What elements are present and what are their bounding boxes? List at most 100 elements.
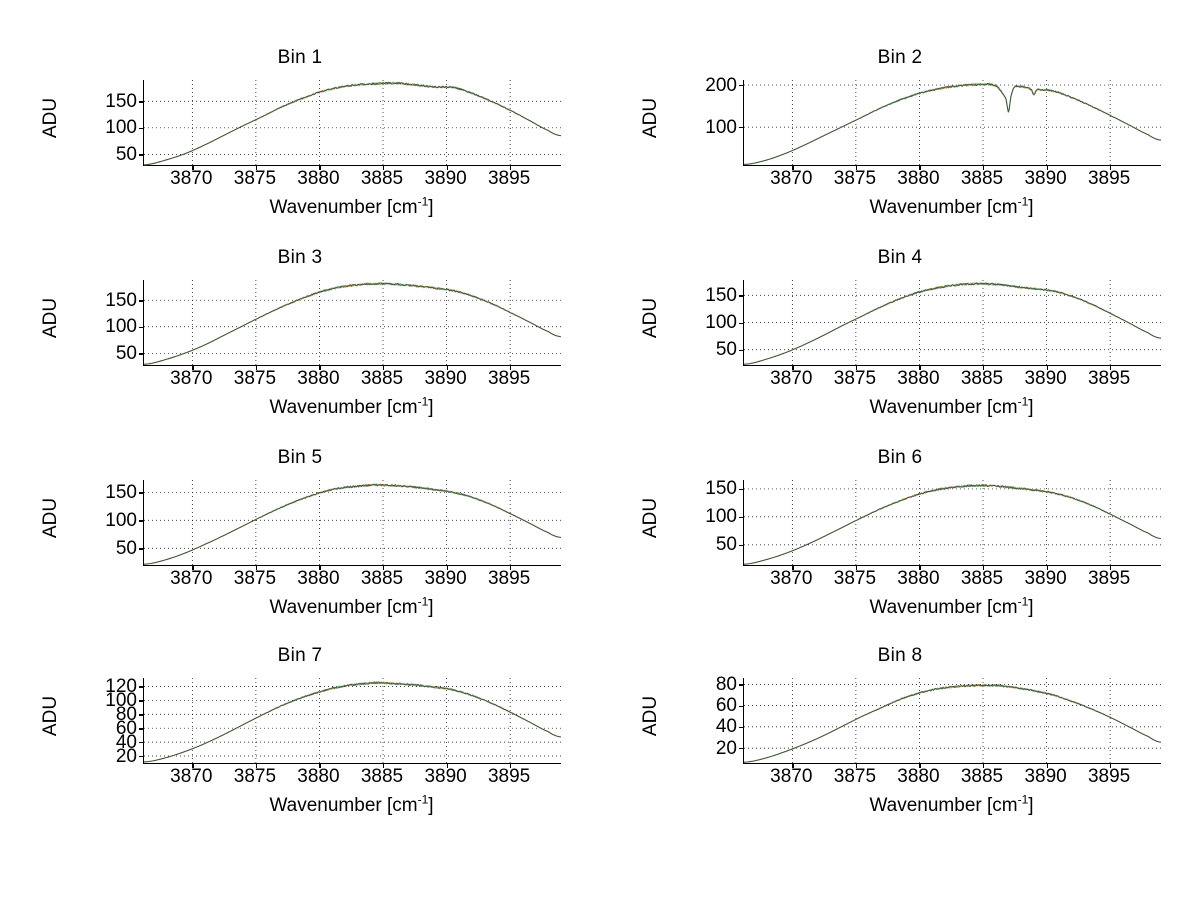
x-axis-label-bracket: ] (428, 597, 434, 618)
y-axis-label: ADU (40, 497, 61, 539)
spectrum-trace (143, 483, 562, 565)
x-axis-label-text: Wavenumber [cm (869, 597, 1018, 618)
x-axis-label-exponent: -1 (1017, 792, 1029, 807)
x-tick-mark (192, 763, 194, 768)
plot-axes (139, 678, 562, 768)
x-axis-label-exponent: -1 (417, 792, 429, 807)
spectrum-trace (743, 683, 1162, 763)
x-tick-label: 3890 (1024, 168, 1067, 189)
x-axis-label-exponent: -1 (417, 594, 429, 609)
spectrum-trace (143, 681, 562, 763)
x-axis-label-bracket: ] (428, 197, 434, 218)
panel-title: Bin 7 (277, 645, 323, 666)
y-tick-labels: 50 100 150 (80, 280, 140, 365)
plot-axes (139, 280, 562, 370)
x-tick-label: 3870 (170, 368, 213, 389)
x-tick-label: 3895 (1087, 766, 1131, 787)
x-axis-label: Wavenumber [cm-1] (143, 396, 560, 419)
y-axis-label: ADU (40, 695, 61, 737)
x-tick-mark (510, 365, 512, 370)
y-tick-mark (139, 548, 144, 550)
y-tick-mark (739, 127, 744, 129)
x-tick-labels: 3870 3875 3880 3885 3890 3895 (143, 569, 560, 593)
spectrum-trace (743, 484, 1162, 565)
x-tick-mark (1046, 763, 1048, 768)
y-axis-label: ADU (640, 297, 661, 339)
y-tick-mark (739, 322, 744, 324)
y-tick-label: 100 (105, 117, 137, 139)
y-tick-label: 150 (105, 289, 137, 311)
x-tick-label: 3890 (424, 168, 467, 189)
panel-title: Bin 8 (877, 645, 923, 666)
x-tick-label: 3870 (170, 568, 213, 589)
x-axis-label: Wavenumber [cm-1] (143, 594, 560, 619)
x-tick-label: 3890 (424, 568, 467, 589)
x-tick-mark (792, 165, 794, 170)
spectrum-trace (143, 282, 562, 365)
y-tick-label: 60 (715, 695, 737, 717)
x-axis-label-bracket: ] (1028, 397, 1034, 418)
x-tick-label: 3880 (897, 568, 940, 589)
x-axis-label-text: Wavenumber [cm (269, 197, 418, 218)
x-tick-mark (192, 565, 194, 570)
plot-axes (739, 80, 1162, 170)
x-tick-label: 3885 (960, 168, 1004, 189)
y-tick-mark (139, 714, 144, 716)
x-axis-label: Wavenumber [cm-1] (743, 596, 1160, 619)
x-tick-mark (319, 565, 321, 570)
x-axis-label: Wavenumber [cm-1] (143, 792, 560, 817)
y-tick-mark (139, 300, 144, 302)
x-tick-mark (192, 165, 194, 170)
x-axis-label-text: Wavenumber [cm (269, 397, 418, 418)
spectrum-trace (143, 681, 562, 763)
spectrum-trace (743, 82, 1162, 165)
x-tick-label: 3895 (487, 368, 531, 389)
x-tick-label: 3875 (233, 368, 277, 389)
y-axis-label: ADU (640, 97, 661, 139)
y-tick-mark (739, 85, 744, 87)
y-axis-label: ADU (40, 297, 61, 339)
x-tick-label: 3885 (360, 168, 404, 189)
x-tick-mark (383, 365, 385, 370)
x-tick-label: 3895 (1087, 368, 1131, 389)
x-tick-labels: 3870 3875 3880 3885 3890 3895 (143, 767, 560, 791)
panel-title: Bin 5 (277, 447, 323, 468)
spectrum-trace (743, 484, 1162, 565)
x-tick-label: 3880 (897, 368, 940, 389)
x-axis-label-bracket: ] (428, 795, 434, 816)
x-axis-label-text: Wavenumber [cm (869, 397, 1018, 418)
panel-title: Bin 3 (277, 247, 323, 268)
plot-svg (143, 480, 562, 565)
y-tick-mark (739, 295, 744, 297)
x-tick-mark (919, 763, 921, 768)
plot-svg (743, 80, 1162, 165)
x-tick-mark (1046, 565, 1048, 570)
x-tick-labels: 3870 3875 3880 3885 3890 3895 (743, 767, 1160, 791)
x-tick-mark (855, 365, 858, 370)
y-tick-labels: 100 200 (680, 76, 740, 165)
x-tick-label: 3870 (770, 568, 813, 589)
x-tick-label: 3875 (233, 568, 277, 589)
y-tick-label: 20 (715, 737, 737, 759)
y-tick-label: 150 (705, 478, 737, 500)
x-tick-mark (510, 165, 512, 170)
y-axis-label: ADU (40, 97, 61, 139)
y-tick-label: 100 (105, 689, 137, 711)
subplot-panel: Bin 5 ADU 50 100 150 3870 3875 3880 3885 3890 3895… (0, 447, 600, 647)
x-tick-mark (983, 565, 985, 570)
x-axis-label-exponent: -1 (1017, 394, 1029, 409)
x-tick-mark (983, 763, 985, 768)
spectrum-trace (743, 82, 1162, 165)
y-tick-mark (739, 488, 744, 491)
y-tick-label: 150 (705, 284, 737, 306)
x-tick-mark (510, 763, 512, 768)
y-tick-label: 150 (105, 90, 137, 112)
y-tick-mark (139, 127, 144, 130)
spectrum-trace (743, 82, 1162, 165)
x-tick-mark (383, 565, 385, 570)
x-tick-mark (855, 165, 858, 170)
y-tick-label: 50 (715, 339, 737, 361)
subplot-panel: Bin 1 ADU 50 100 150 3870 3875 3880 3885 3890 3895… (0, 47, 600, 247)
x-tick-mark (319, 165, 321, 170)
x-tick-label: 3875 (833, 368, 877, 389)
